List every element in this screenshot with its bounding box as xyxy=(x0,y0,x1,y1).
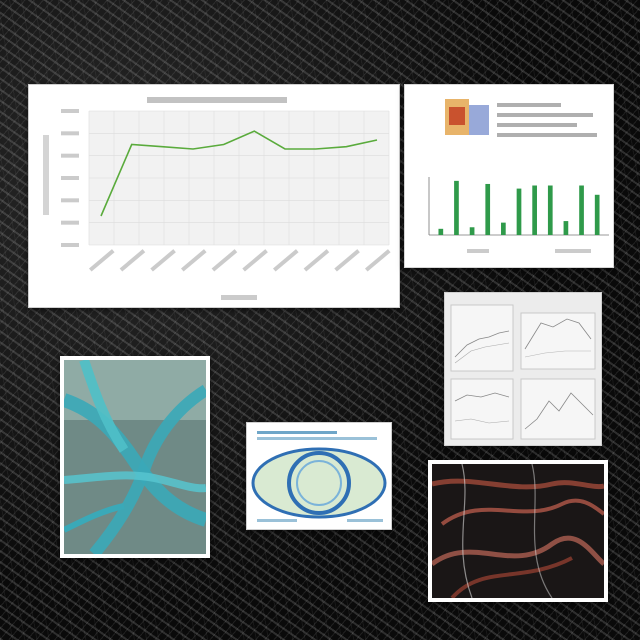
x-tick-label-placeholder xyxy=(150,249,176,272)
x-tick-label-placeholder xyxy=(272,249,299,272)
y-tick-label-placeholder xyxy=(61,109,79,113)
red-fibers-image xyxy=(432,464,604,598)
x-tick-label-placeholder xyxy=(88,249,115,272)
bar-chart-card xyxy=(404,84,614,268)
eye-diagram-header-placeholder xyxy=(257,431,377,440)
bar-series xyxy=(438,180,600,235)
plot-panel-top-left xyxy=(450,304,514,372)
line-chart-xlabel-placeholder xyxy=(221,295,257,300)
bar-chart-xlabel-placeholder xyxy=(467,249,591,253)
eye-outline xyxy=(251,447,387,519)
line-chart-y-tick-marks xyxy=(61,109,79,247)
plot-panel-bottom-left xyxy=(450,378,514,440)
eye-diagram xyxy=(251,431,387,522)
bar xyxy=(532,185,537,235)
y-tick-label-placeholder xyxy=(61,176,79,180)
x-tick-label-placeholder xyxy=(364,249,391,272)
x-tick-label-placeholder xyxy=(242,249,268,272)
plot-panel-bottom-right xyxy=(520,378,596,440)
product-photo xyxy=(445,99,489,135)
line-chart-x-tick-label-placeholders xyxy=(88,249,391,272)
teal-branches-card xyxy=(60,356,210,558)
line-series xyxy=(100,130,378,217)
red-fibers-card xyxy=(428,460,608,602)
y-tick-label-placeholder xyxy=(61,198,79,203)
eye-diagram-card xyxy=(246,422,392,530)
line-chart-title-placeholder xyxy=(147,97,287,103)
bar xyxy=(469,227,475,235)
bar xyxy=(438,228,444,235)
x-tick-label-placeholder xyxy=(334,249,360,272)
bar xyxy=(501,222,506,235)
y-tick-label-placeholder xyxy=(61,131,79,136)
x-tick-label-placeholder xyxy=(180,249,207,272)
bar xyxy=(563,221,569,235)
eye-diagram-footer-placeholder xyxy=(257,519,383,522)
y-tick-label-placeholder xyxy=(61,243,79,247)
eye-iris xyxy=(287,451,351,515)
line-chart xyxy=(43,97,391,300)
bar xyxy=(516,188,522,235)
teal-branches-image xyxy=(64,360,206,554)
bar xyxy=(485,183,491,235)
bar xyxy=(547,185,553,235)
x-tick-label-placeholder xyxy=(119,249,146,272)
y-tick-label-placeholder xyxy=(61,153,79,158)
line-chart-card xyxy=(28,84,400,308)
bar xyxy=(579,185,584,235)
x-tick-label-placeholder xyxy=(303,249,330,272)
bar xyxy=(454,180,459,235)
four-panel-plots-card xyxy=(444,292,602,446)
line-chart-ylabel-placeholder xyxy=(43,135,49,215)
plot-panel-top-right xyxy=(520,312,596,370)
x-tick-label-placeholder xyxy=(211,249,238,272)
y-tick-label-placeholder xyxy=(61,220,79,225)
four-panel-plots xyxy=(450,304,596,440)
bar xyxy=(594,194,600,235)
bar-chart-header-text-placeholder xyxy=(497,103,597,137)
bar-chart xyxy=(428,99,609,253)
line-chart-grid xyxy=(88,110,390,246)
